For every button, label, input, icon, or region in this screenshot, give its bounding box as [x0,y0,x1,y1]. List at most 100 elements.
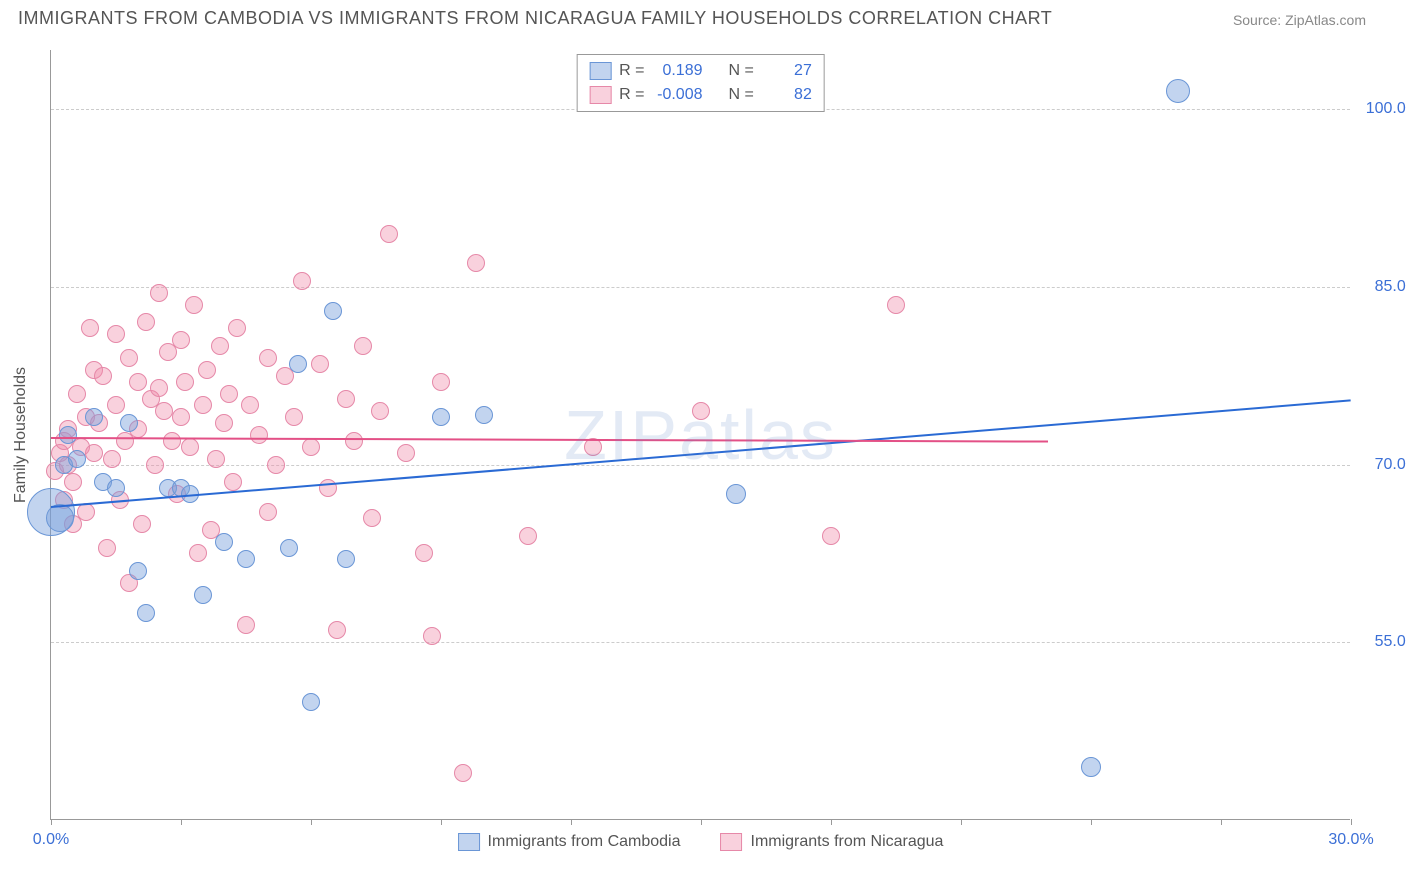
r-label: R = [619,86,644,104]
data-point [64,473,82,491]
data-point [207,450,225,468]
gridline [51,642,1350,643]
correlation-legend: R = 0.189 N = 27 R = -0.008 N = 82 [576,54,825,112]
legend-label-nicaragua: Immigrants from Nicaragua [751,833,944,851]
data-point [120,414,138,432]
data-point [1081,757,1101,777]
data-point [46,504,74,532]
data-point [172,331,190,349]
plot-area: Family Households 55.0%70.0%85.0%100.0% … [50,50,1350,820]
data-point [467,254,485,272]
data-point [887,296,905,314]
x-tick [51,819,52,825]
data-point [224,473,242,491]
data-point [293,272,311,290]
y-tick-label: 85.0% [1360,278,1406,296]
data-point [77,503,95,521]
data-point [137,313,155,331]
data-point [519,527,537,545]
x-tick [571,819,572,825]
data-point [129,373,147,391]
data-point [432,408,450,426]
data-point [107,325,125,343]
data-point [1166,79,1190,103]
data-point [324,302,342,320]
data-point [59,426,77,444]
data-point [302,438,320,456]
data-point [241,396,259,414]
data-point [137,604,155,622]
y-tick-label: 55.0% [1360,633,1406,651]
legend-swatch-cambodia [589,62,611,80]
data-point [220,385,238,403]
gridline [51,465,1350,466]
data-point [267,456,285,474]
data-point [432,373,450,391]
data-point [250,426,268,444]
data-point [98,539,116,557]
r-value-nicaragua: -0.008 [653,86,703,104]
data-point [103,450,121,468]
x-tick [831,819,832,825]
data-point [371,402,389,420]
data-point [198,361,216,379]
data-point [129,562,147,580]
legend-swatch-cambodia-bottom [458,833,480,851]
r-label: R = [619,62,644,80]
x-tick [181,819,182,825]
data-point [423,627,441,645]
data-point [194,586,212,604]
data-point [215,533,233,551]
data-point [133,515,151,533]
legend-row-nicaragua: R = -0.008 N = 82 [589,83,812,107]
data-point [181,438,199,456]
data-point [822,527,840,545]
y-axis-label: Family Households [12,366,30,502]
data-point [454,764,472,782]
data-point [302,693,320,711]
chart-title: IMMIGRANTS FROM CAMBODIA VS IMMIGRANTS F… [18,8,1052,29]
data-point [363,509,381,527]
data-point [415,544,433,562]
data-point [146,456,164,474]
data-point [211,337,229,355]
data-point [68,385,86,403]
data-point [345,432,363,450]
data-point [85,444,103,462]
n-value-nicaragua: 82 [762,86,812,104]
legend-swatch-nicaragua [589,86,611,104]
data-point [81,319,99,337]
x-tick [961,819,962,825]
data-point [176,373,194,391]
series-legend: Immigrants from Cambodia Immigrants from… [458,833,944,851]
legend-label-cambodia: Immigrants from Cambodia [488,833,681,851]
data-point [94,367,112,385]
gridline [51,287,1350,288]
data-point [85,408,103,426]
data-point [289,355,307,373]
data-point [185,296,203,314]
x-tick [311,819,312,825]
x-tick [1091,819,1092,825]
data-point [259,349,277,367]
r-value-cambodia: 0.189 [653,62,703,80]
legend-item-cambodia: Immigrants from Cambodia [458,833,681,851]
n-label: N = [729,86,754,104]
source-attribution: Source: ZipAtlas.com [1233,12,1366,28]
data-point [397,444,415,462]
data-point [354,337,372,355]
n-value-cambodia: 27 [762,62,812,80]
x-tick [1351,819,1352,825]
x-tick-label: 30.0% [1328,831,1373,849]
data-point [337,390,355,408]
x-tick [1221,819,1222,825]
data-point [228,319,246,337]
data-point [215,414,233,432]
x-tick [441,819,442,825]
data-point [155,402,173,420]
data-point [107,479,125,497]
data-point [328,621,346,639]
n-label: N = [729,62,754,80]
legend-row-cambodia: R = 0.189 N = 27 [589,59,812,83]
data-point [237,550,255,568]
